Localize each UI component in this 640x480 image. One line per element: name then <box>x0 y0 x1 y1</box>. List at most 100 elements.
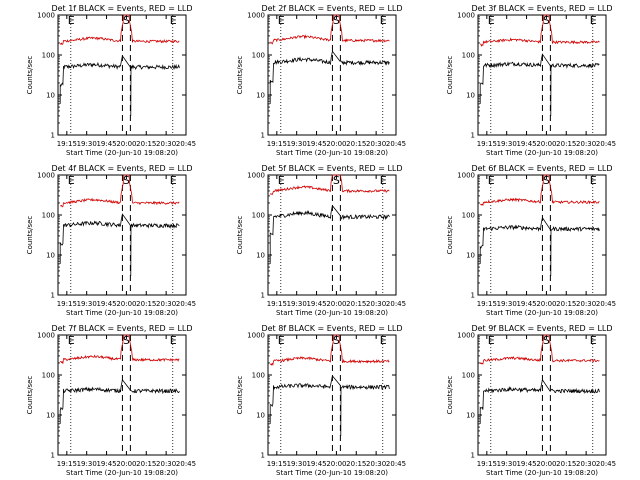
y-tick-label: 100 <box>42 212 55 220</box>
marker-e-start: E <box>488 14 495 27</box>
panel-title: Det 5f BLACK = Events, RED = LLD <box>261 164 402 173</box>
y-tick-label: 1000 <box>37 332 55 340</box>
events-curve-post <box>340 213 390 221</box>
x-tick-label: 20:30 <box>576 300 596 308</box>
y-tick-label: 1000 <box>457 12 475 20</box>
y-tick-label: 1000 <box>247 12 265 20</box>
y-axis-label: Counts/sec <box>236 216 244 255</box>
x-tick-label: 20:15 <box>346 140 366 148</box>
events-curve <box>479 53 551 104</box>
lld-curve <box>479 334 600 365</box>
events-curve-post <box>340 383 390 436</box>
x-axis-label: Start Time (20-Jun-10 19:08:20) <box>276 469 388 477</box>
detector-panel-3: Det 3f BLACK = Events, RED = LLD 1 10 100 10… <box>446 4 616 157</box>
panel-title: Det 1f BLACK = Events, RED = LLD <box>51 4 192 13</box>
y-axis-label: Counts/sec <box>26 56 34 95</box>
marker-e-end: E <box>380 14 387 27</box>
x-tick-label: 19:15 <box>267 460 287 468</box>
y-axis-label: Counts/sec <box>26 376 34 415</box>
x-tick-label: 19:30 <box>77 460 97 468</box>
panel-title: Det 8f BLACK = Events, RED = LLD <box>261 324 402 333</box>
x-tick-label: 20:30 <box>366 140 386 148</box>
marker-e-end: E <box>170 334 177 347</box>
x-tick-label: 19:45 <box>516 460 536 468</box>
x-tick-label: 20:15 <box>556 460 576 468</box>
x-axis-label: Start Time (20-Jun-10 19:08:20) <box>486 149 598 157</box>
x-tick-label: 19:15 <box>267 140 287 148</box>
x-tick-label: 20:30 <box>576 460 596 468</box>
marker-s: S <box>543 14 550 27</box>
x-tick-label: 20:45 <box>386 460 406 468</box>
x-tick-label: 19:30 <box>497 140 517 148</box>
marker-s: S <box>543 334 550 347</box>
y-tick-label: 1 <box>51 292 55 300</box>
x-tick-label: 19:30 <box>287 460 307 468</box>
y-tick-label: 100 <box>462 372 475 380</box>
y-tick-label: 10 <box>256 412 265 420</box>
y-tick-label: 100 <box>42 52 55 60</box>
events-curve <box>269 50 341 104</box>
marker-e-end: E <box>170 174 177 187</box>
x-tick-label: 20:45 <box>386 300 406 308</box>
marker-s: S <box>333 334 340 347</box>
x-tick-label: 19:30 <box>497 300 517 308</box>
lld-curve <box>480 14 600 47</box>
y-axis-label: Counts/sec <box>446 56 454 95</box>
y-tick-label: 10 <box>256 92 265 100</box>
lld-curve <box>269 14 390 45</box>
events-curve-post <box>130 222 180 276</box>
x-axis-label: Start Time (20-Jun-10 19:08:20) <box>486 309 598 317</box>
marker-s: S <box>123 334 130 347</box>
x-tick-label: 20:00 <box>116 460 136 468</box>
panel-title: Det 2f BLACK = Events, RED = LLD <box>261 4 402 13</box>
x-tick-label: 20:15 <box>136 460 156 468</box>
x-tick-label: 20:45 <box>176 300 196 308</box>
x-tick-label: 20:30 <box>366 300 386 308</box>
y-tick-label: 100 <box>462 212 475 220</box>
panel-title: Det 9f BLACK = Events, RED = LLD <box>471 324 612 333</box>
lld-curve <box>59 14 180 46</box>
x-tick-label: 20:45 <box>596 140 616 148</box>
x-tick-label: 20:15 <box>556 140 576 148</box>
marker-s: S <box>123 14 130 27</box>
events-curve <box>269 204 341 264</box>
y-tick-label: 10 <box>46 252 55 260</box>
events-curve <box>479 216 551 264</box>
lld-curve <box>480 174 600 207</box>
events-curve <box>59 213 131 264</box>
x-tick-label: 19:30 <box>287 300 307 308</box>
events-curve <box>269 375 341 424</box>
marker-e-start: E <box>278 174 285 187</box>
x-tick-label: 20:15 <box>346 300 366 308</box>
x-tick-label: 19:45 <box>96 460 116 468</box>
x-tick-label: 20:30 <box>576 140 596 148</box>
x-tick-label: 19:15 <box>477 300 497 308</box>
panel-title: Det 4f BLACK = Events, RED = LLD <box>51 164 192 173</box>
y-tick-label: 10 <box>256 252 265 260</box>
events-curve-post <box>340 59 390 66</box>
detector-panel-9: Det 9f BLACK = Events, RED = LLD 1 10 100 10… <box>446 324 616 477</box>
x-tick-label: 20:00 <box>326 300 346 308</box>
detector-panel-8: Det 8f BLACK = Events, RED = LLD 1 10 100 10… <box>236 324 406 477</box>
y-tick-label: 10 <box>466 92 475 100</box>
marker-e-start: E <box>68 14 75 27</box>
x-tick-label: 19:30 <box>287 140 307 148</box>
x-tick-label: 20:00 <box>536 140 556 148</box>
x-tick-label: 19:45 <box>516 300 536 308</box>
marker-e-start: E <box>68 334 75 347</box>
x-tick-label: 19:15 <box>57 140 77 148</box>
detector-panel-1: Det 1f BLACK = Events, RED = LLD 1 10 100 10… <box>26 4 196 157</box>
x-tick-label: 20:15 <box>346 460 366 468</box>
x-tick-label: 20:00 <box>116 140 136 148</box>
x-axis-label: Start Time (20-Jun-10 19:08:20) <box>276 309 388 317</box>
x-tick-label: 20:45 <box>386 140 406 148</box>
marker-s: S <box>123 174 130 187</box>
y-tick-label: 1 <box>261 132 265 140</box>
detector-panel-5: Det 5f BLACK = Events, RED = LLD 1 10 100 10… <box>236 164 406 317</box>
detector-panel-6: Det 6f BLACK = Events, RED = LLD 1 10 100 10… <box>446 164 616 317</box>
lld-curve <box>269 334 390 367</box>
x-tick-label: 20:45 <box>176 460 196 468</box>
panel-title: Det 7f BLACK = Events, RED = LLD <box>51 324 192 333</box>
x-tick-label: 19:30 <box>77 140 97 148</box>
